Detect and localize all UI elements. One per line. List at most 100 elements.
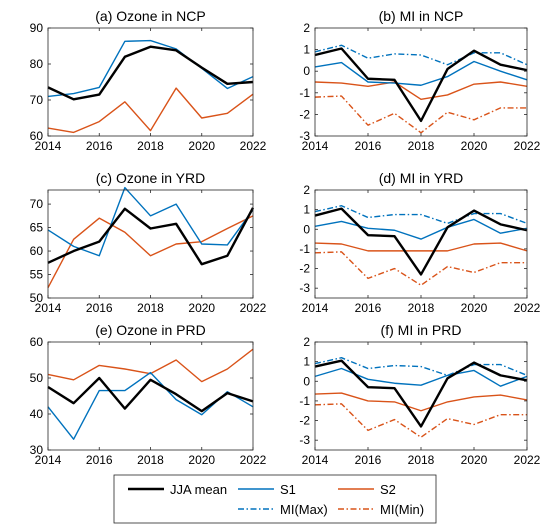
y-tick-label: -1 [299, 394, 310, 408]
x-tick-label: 2020 [188, 301, 215, 315]
legend-label-mimin: MI(Min) [380, 502, 424, 517]
panel-6: (f) MI in PRD 2014 2016 2018 2020 2022 -3 -2 -1 0… [299, 322, 540, 467]
legend-label-mimax: MI(Max) [280, 502, 328, 517]
x-tick-label: 2020 [188, 139, 215, 153]
panel-title: (d) MI in YRD [379, 170, 464, 186]
series-line-s2 [47, 87, 254, 134]
series-line-s2 [47, 348, 254, 383]
y-tick-label: -3 [299, 433, 310, 447]
y-tick-label: 80 [30, 57, 44, 71]
series-line-jja [314, 207, 528, 276]
panel-2: (b) MI in NCP 2014 2016 2018 2020 2022 -3 -2 -1 0… [299, 8, 540, 153]
panel-3: (c) Ozone in YRD 2014 2016 2018 2020 2022 50 55… [30, 170, 267, 315]
panel-title: (e) Ozone in PRD [95, 322, 205, 338]
x-tick-label: 2016 [86, 301, 113, 315]
series-line-s1 [314, 218, 528, 240]
x-tick-label: 2016 [86, 453, 113, 467]
panel-title: (b) MI in NCP [379, 8, 464, 24]
y-tick-label: 40 [30, 407, 44, 421]
y-tick-label: 1 [303, 203, 310, 217]
x-tick-label: 2016 [86, 139, 113, 153]
y-tick-label: 2 [303, 335, 310, 349]
series-line-mimax [314, 205, 528, 225]
x-tick-label: 2020 [461, 301, 488, 315]
x-tick-label: 2016 [355, 301, 382, 315]
x-tick-label: 2020 [461, 453, 488, 467]
y-tick-label: -1 [299, 242, 310, 256]
x-tick-label: 2018 [408, 301, 435, 315]
y-tick-label: 2 [303, 183, 310, 197]
x-tick-label: 2014 [302, 139, 329, 153]
legend-label-jja: JJA mean [170, 482, 227, 497]
x-tick-label: 2016 [355, 453, 382, 467]
y-tick-label: 50 [30, 291, 44, 305]
series-line-s1 [47, 186, 254, 257]
x-tick-label: 2014 [35, 139, 62, 153]
y-tick-label: -3 [299, 281, 310, 295]
x-tick-label: 2022 [514, 453, 541, 467]
x-tick-label: 2014 [35, 301, 62, 315]
series-line-s2 [47, 215, 254, 288]
y-tick-label: 60 [30, 244, 44, 258]
x-tick-label: 2018 [408, 139, 435, 153]
y-tick-label: 90 [30, 21, 44, 35]
series-line-s2 [314, 392, 528, 412]
x-tick-label: 2014 [302, 453, 329, 467]
x-tick-label: 2022 [240, 139, 267, 153]
axes-frame [47, 27, 254, 137]
y-tick-label: 1 [303, 43, 310, 57]
legend-label-s2: S2 [380, 482, 396, 497]
series-line-mimax [314, 357, 528, 377]
x-tick-label: 2022 [514, 139, 541, 153]
series-line-jja [47, 207, 255, 266]
y-tick-label: 70 [30, 93, 44, 107]
series-line-mimin [314, 95, 527, 134]
y-tick-label: -3 [299, 129, 310, 143]
y-tick-label: -2 [299, 262, 310, 276]
y-tick-label: 30 [30, 443, 44, 457]
series-line-s1 [314, 60, 528, 86]
panel-title: (a) Ozone in NCP [95, 8, 205, 24]
legend-label-s1: S1 [280, 482, 296, 497]
legend-box [113, 474, 437, 524]
series-line-jja [47, 376, 254, 413]
x-tick-label: 2014 [302, 301, 329, 315]
y-tick-label: 2 [303, 21, 310, 35]
y-tick-label: 1 [303, 355, 310, 369]
x-tick-label: 2022 [240, 453, 267, 467]
y-tick-label: -2 [299, 414, 310, 428]
x-tick-label: 2018 [408, 453, 435, 467]
y-tick-label: 70 [30, 197, 44, 211]
x-tick-label: 2016 [355, 139, 382, 153]
y-tick-label: 60 [30, 129, 44, 143]
y-tick-label: 0 [303, 374, 310, 388]
x-tick-label: 2020 [188, 453, 215, 467]
y-tick-label: -1 [299, 86, 310, 100]
y-tick-label: 60 [30, 335, 44, 349]
x-tick-label: 2018 [137, 301, 164, 315]
y-tick-label: 55 [30, 268, 44, 282]
panel-title: (c) Ozone in YRD [96, 170, 205, 186]
series-line-jja [314, 47, 528, 123]
series-line-mimin [314, 403, 527, 438]
series-line-jja [47, 45, 254, 101]
x-tick-label: 2018 [137, 453, 164, 467]
series-line-s1 [314, 367, 528, 387]
x-tick-label: 2014 [35, 453, 62, 467]
panel-5: (e) Ozone in PRD 2014 2016 2018 2020 2022 30 40… [30, 322, 267, 467]
series-line-mimin [314, 251, 527, 286]
axes-frame [314, 189, 528, 299]
y-tick-label: 50 [30, 371, 44, 385]
series-line-s2 [314, 242, 528, 252]
series-line-s1 [47, 39, 254, 98]
panel-4: (d) MI in YRD 2014 2016 2018 2020 2022 -3 -2 -1 0… [299, 170, 540, 315]
y-tick-label: 0 [303, 222, 310, 236]
panel-title: (f) MI in PRD [381, 322, 462, 338]
x-tick-label: 2022 [514, 301, 541, 315]
y-tick-label: 0 [303, 64, 310, 78]
y-tick-label: -2 [299, 107, 310, 121]
y-tick-label: 65 [30, 221, 44, 235]
series-line-s2 [314, 81, 528, 100]
axes-frame [47, 189, 254, 299]
